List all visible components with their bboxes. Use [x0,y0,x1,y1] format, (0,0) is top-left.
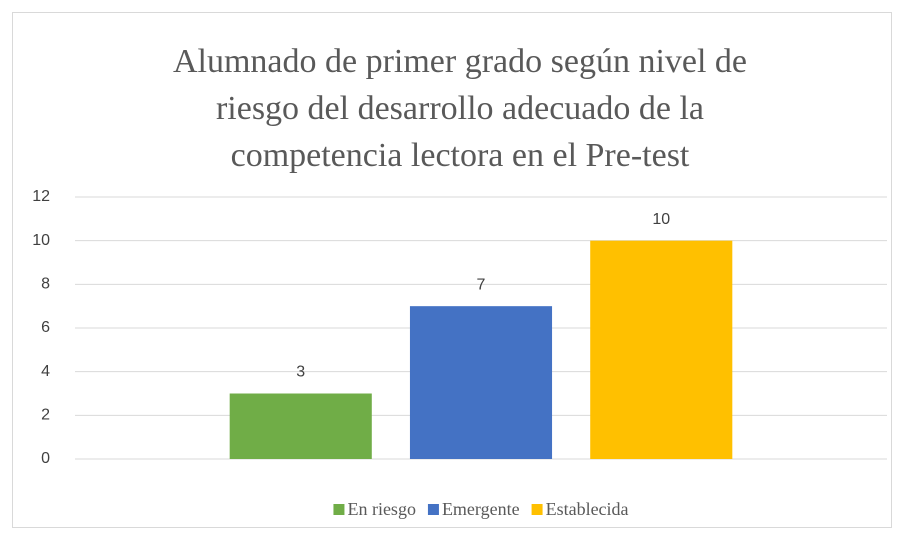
legend-swatch [531,504,543,515]
bar [409,306,553,459]
value-label: 10 [652,211,670,228]
legend-label: Emergente [442,499,520,519]
y-tick-label: 6 [41,319,50,336]
bar [590,240,733,459]
legend-label: En riesgo [347,499,415,519]
legend-swatch [427,504,439,515]
value-label: 7 [477,276,486,293]
bar [229,393,372,459]
y-tick-label: 2 [41,407,50,424]
y-tick-label: 8 [41,276,50,293]
chart-title: Alumnado de primer grado según nivel de … [172,43,748,174]
legend-swatch [333,504,345,515]
y-tick-label: 0 [41,450,50,467]
value-label: 3 [296,364,305,381]
y-tick-label: 12 [32,188,50,205]
y-tick-label: 10 [32,232,50,249]
legend-label: Establecida [546,499,629,519]
y-tick-label: 4 [41,363,50,380]
chart-frame [12,12,892,528]
